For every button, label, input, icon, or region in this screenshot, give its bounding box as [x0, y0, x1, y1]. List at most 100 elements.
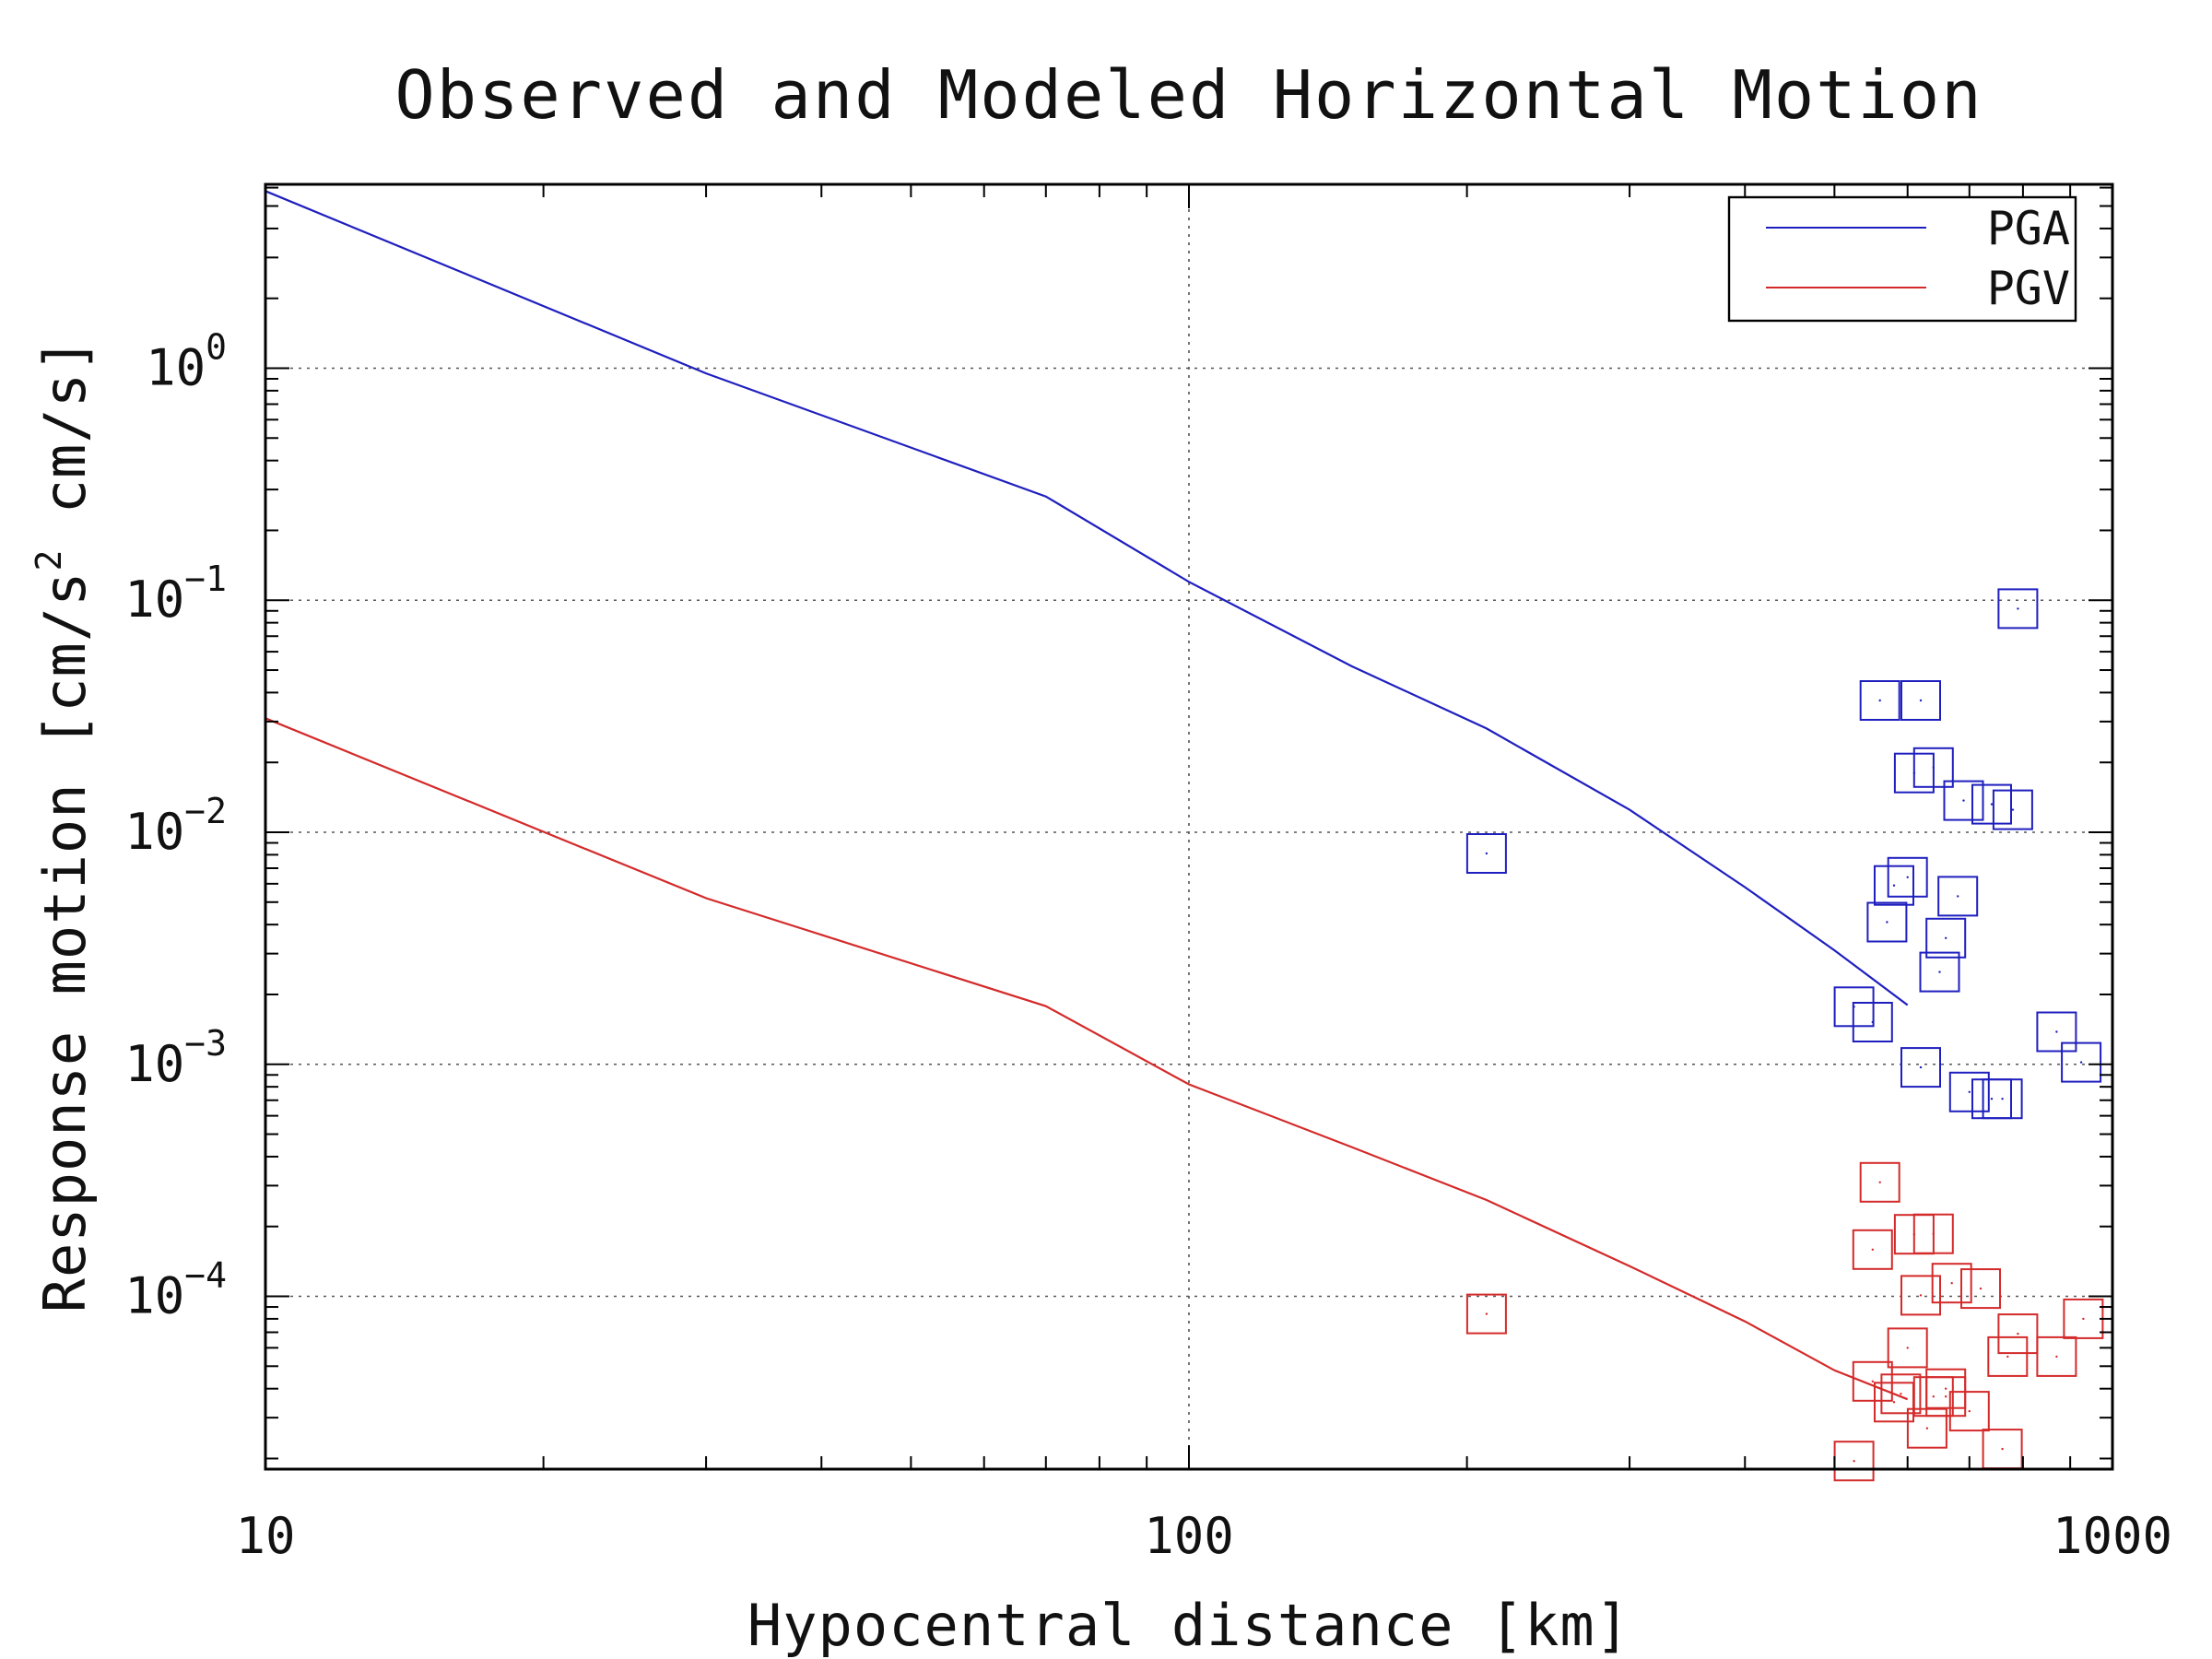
- observation-point-pga: [1887, 856, 1928, 898]
- observation-point-pga: [1874, 865, 1914, 906]
- x-tick-label: 100: [1144, 1507, 1234, 1565]
- observation-point-pga: [1852, 1002, 1893, 1042]
- observation-dot-pga: [1945, 936, 1947, 939]
- x-tick-label: 1000: [2053, 1507, 2172, 1565]
- x-tick-label: 10: [235, 1507, 295, 1565]
- observation-dot-pgv: [1878, 1181, 1881, 1184]
- observation-point-pga: [1465, 833, 1507, 874]
- y-tick-label: 10−3: [124, 1023, 227, 1093]
- observation-point-pga: [1943, 780, 1984, 821]
- grid-lines: [265, 184, 2112, 1469]
- observation-dot-pga: [1919, 699, 1923, 702]
- observation-dot-pga: [1906, 876, 1909, 878]
- y-tick-label: 10−1: [124, 559, 227, 629]
- observation-dot-pga: [1957, 895, 1959, 898]
- observation-dot-pgv: [2082, 1317, 2085, 1321]
- observation-point-pga: [1900, 1047, 1941, 1088]
- observation-dot-pga: [2055, 1030, 2058, 1033]
- observation-dot-pga: [1892, 884, 1896, 887]
- y-tick-label: 10−4: [124, 1255, 227, 1325]
- observation-dot-pgv: [1892, 1401, 1896, 1404]
- observation-dot-pgv: [2001, 1447, 2004, 1451]
- observation-dot-pga: [1990, 1098, 1994, 1100]
- observation-point-pgv: [1887, 1327, 1928, 1369]
- observation-point-pgv: [1859, 1161, 1900, 1203]
- observation-dot-pgv: [1925, 1427, 1929, 1430]
- observation-dot-pgv: [1853, 1460, 1855, 1463]
- observation-dot-pga: [2079, 1061, 2083, 1064]
- model-lines: [265, 190, 1909, 1401]
- observation-point-pga: [1919, 951, 1960, 993]
- observation-dot-pga: [2011, 808, 2015, 811]
- x-axis-label: Hypocentral distance [km]: [747, 1592, 1630, 1659]
- legend: PGA PGV: [1727, 195, 2077, 323]
- y-axis-label-end: cm/s]: [31, 337, 99, 549]
- observation-point-pgv: [2036, 1335, 2077, 1377]
- observation-dot-pga: [1962, 799, 1965, 802]
- observation-point-pga: [1912, 747, 1954, 788]
- y-axis-label: Response motion [cm/s2 cm/s]: [29, 337, 99, 1313]
- observation-dot-pgv: [1932, 1395, 1935, 1398]
- observation-point-pgv: [1912, 1213, 1954, 1254]
- observation-point-pga: [2061, 1041, 2102, 1083]
- observation-dot-pgv: [1919, 1294, 1923, 1297]
- observation-dot-pgv: [2006, 1355, 2009, 1359]
- y-axis-label-main: Response motion [cm/s: [31, 571, 99, 1312]
- observation-dot-pgv: [1945, 1395, 1947, 1398]
- observation-point-pga: [1859, 680, 1900, 721]
- observation-point-pgv: [1948, 1391, 1990, 1432]
- y-axis-label-sup: 2: [29, 549, 69, 571]
- observation-dot-pga: [2001, 1098, 2004, 1100]
- observation-dot-pgv: [2055, 1355, 2058, 1359]
- chart-title: Observed and Modeled Horizontal Motion: [394, 56, 1983, 134]
- legend-box: [1727, 195, 2077, 323]
- observation-dot-pgv: [1871, 1380, 1875, 1383]
- observation-dot-pga: [1919, 1065, 1923, 1069]
- y-tick-label: 10−2: [124, 791, 227, 861]
- observation-dot-pgv: [1906, 1347, 1909, 1349]
- observation-dot-pga: [1871, 1020, 1875, 1024]
- observation-point-pgv: [1925, 1376, 1967, 1418]
- observation-markers: [1465, 588, 2104, 1482]
- model-line-pga: [265, 190, 1909, 1006]
- observation-dot-pga: [1938, 971, 1941, 973]
- observation-dot-pga: [1990, 803, 1994, 806]
- observation-point-pgv: [1852, 1229, 1893, 1270]
- legend-label-pgv: PGV: [1987, 262, 2070, 315]
- observation-dot-pga: [1485, 852, 1488, 855]
- observation-point-pgv: [1900, 1275, 1941, 1316]
- observation-point-pga: [1992, 789, 2033, 830]
- observation-point-pgv: [1465, 1293, 1507, 1335]
- model-line-pgv: [265, 717, 1909, 1401]
- observation-point-pga: [1948, 1071, 1990, 1112]
- observation-dot-pga: [2017, 607, 2019, 610]
- observation-point-pgv: [1960, 1268, 2001, 1310]
- legend-label-pga: PGA: [1987, 202, 2070, 255]
- observation-dot-pgv: [1968, 1409, 1971, 1413]
- observation-dot-pgv: [1485, 1312, 1488, 1315]
- observation-dot-pga: [1878, 699, 1881, 702]
- observation-point-pga: [1971, 1078, 2012, 1120]
- observation-dot-pgv: [2017, 1332, 2019, 1335]
- observation-dot-pga: [1886, 921, 1888, 924]
- observation-dot-pgv: [1979, 1287, 1983, 1290]
- y-axis-ticks: 10−4 10−3 10−2 10−1 100: [124, 186, 2112, 1460]
- observation-point-pga: [2036, 1011, 2077, 1053]
- observation-point-pga: [1971, 783, 2012, 825]
- observation-point-pgv: [1874, 1382, 1914, 1423]
- observation-point-pgv: [1880, 1373, 1922, 1415]
- observation-dot-pgv: [1871, 1248, 1875, 1252]
- y-tick-label: 100: [146, 326, 227, 396]
- observation-dot-pgv: [1932, 1232, 1935, 1235]
- observation-point-pgv: [1852, 1360, 1893, 1402]
- observation-point-pgv: [1987, 1335, 2029, 1377]
- observation-dot-pgv: [1900, 1393, 1902, 1395]
- observation-point-pga: [1997, 588, 2039, 629]
- observation-dot-pgv: [1950, 1282, 1953, 1285]
- observation-point-pga: [1937, 876, 1979, 917]
- observation-dot-pga: [1932, 766, 1935, 769]
- x-axis-ticks: 10 100 1000: [235, 184, 2172, 1565]
- observation-point-pga: [1900, 680, 1941, 721]
- observation-point-pga: [1925, 917, 1967, 959]
